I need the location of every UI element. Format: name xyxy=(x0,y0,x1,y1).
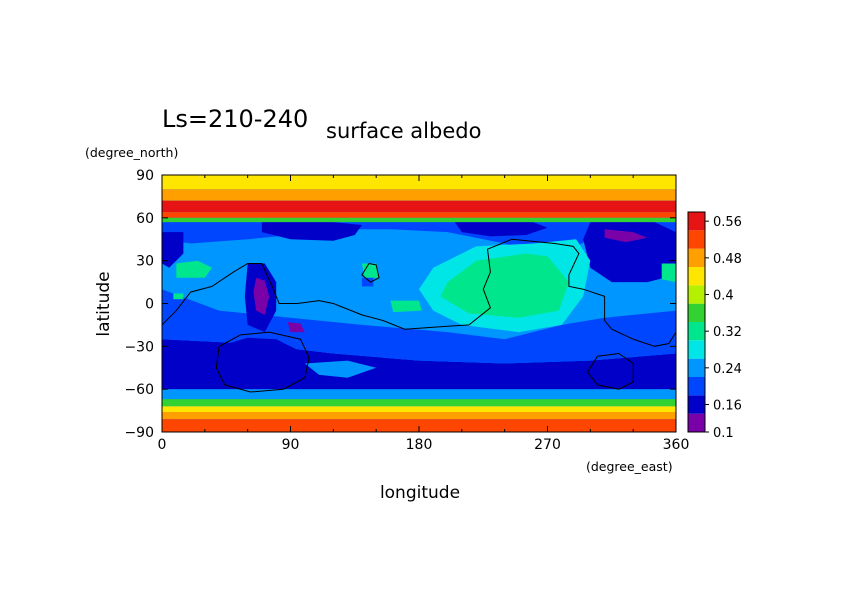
albedo-region-6 xyxy=(162,232,184,268)
x-tick-label: 90 xyxy=(282,437,300,453)
colorbar-frame xyxy=(687,211,706,433)
albedo-region-11 xyxy=(287,322,305,333)
albedo-region-9 xyxy=(253,277,270,315)
albedo-region-15 xyxy=(361,263,379,278)
colorbar-swatch xyxy=(688,248,705,267)
colorbar-swatch xyxy=(688,358,705,377)
albedo-region-8 xyxy=(216,337,305,390)
colorbar-tick-label: 0.4 xyxy=(713,289,734,304)
latitude-band-8 xyxy=(162,412,676,420)
colorbar-tick-label: 0.56 xyxy=(713,215,742,230)
x-tick-label: 0 xyxy=(158,437,167,453)
contour-line-2 xyxy=(361,263,380,283)
colorbar-swatch xyxy=(688,322,705,341)
colorbar-swatch xyxy=(688,230,705,249)
contour-line-1 xyxy=(215,331,310,393)
albedo-region-13 xyxy=(440,253,569,318)
x-tick-label: 360 xyxy=(663,437,690,453)
albedo-region-20 xyxy=(304,360,377,378)
colorbar-tick-label: 0.16 xyxy=(713,399,742,414)
colorbar: 0.1 0.16 0.24 0.32 0.4 0.48 0.56 xyxy=(687,211,742,441)
colorbar-swatch xyxy=(688,413,705,432)
colorbar-tick-label: 0.1 xyxy=(713,426,734,441)
latitude-band-5 xyxy=(162,389,676,400)
colorbar-swatch xyxy=(688,395,705,414)
y-tick-label: 60 xyxy=(136,211,154,227)
colorbar-tick-label: 0.24 xyxy=(713,362,742,377)
colorbar-swatch xyxy=(688,340,705,359)
colorbar-tick-label: 0.48 xyxy=(713,252,742,267)
y-tick-label: 0 xyxy=(145,297,154,313)
colorbar-swatch xyxy=(688,377,705,396)
x-tick-label: 270 xyxy=(534,437,561,453)
colorbar-swatch xyxy=(688,285,705,304)
plot-area xyxy=(162,175,676,432)
latitude-band-1 xyxy=(162,189,676,201)
y-axis: 90 60 30 0 −30 −60 −90 xyxy=(124,168,676,441)
x-axis-unit: (degree_east) xyxy=(586,459,673,474)
y-tick-label: −30 xyxy=(124,339,154,355)
y-tick-label: −90 xyxy=(124,425,154,441)
chart-subtitle: surface albedo xyxy=(326,119,481,143)
albedo-region-16 xyxy=(390,300,422,313)
y-axis-unit: (degree_north) xyxy=(85,145,178,160)
latitude-band-7 xyxy=(162,406,676,413)
albedo-region-4 xyxy=(261,222,362,241)
albedo-region-17 xyxy=(661,263,676,283)
contour-lines xyxy=(162,238,676,393)
contour-line-0 xyxy=(162,238,676,347)
albedo-region-18 xyxy=(173,293,184,300)
albedo-region-10 xyxy=(604,229,648,243)
x-tick-label: 180 xyxy=(406,437,433,453)
y-tick-label: 90 xyxy=(136,168,154,184)
colorbar-swatch xyxy=(688,267,705,286)
albedo-region-1 xyxy=(162,289,676,364)
albedo-region-19 xyxy=(361,277,374,287)
colorbar-tick-label: 0.32 xyxy=(713,325,742,340)
x-axis-label: longitude xyxy=(380,483,460,503)
contour-line-3 xyxy=(586,352,634,390)
y-tick-label: 30 xyxy=(136,254,154,270)
latitude-band-3 xyxy=(162,212,676,218)
albedo-region-5 xyxy=(454,222,548,237)
chart-title: Ls=210-240 xyxy=(162,105,308,133)
y-axis-label: latitude xyxy=(94,271,114,336)
albedo-region-14 xyxy=(176,260,212,278)
colorbar-swatch xyxy=(688,212,705,231)
x-axis: 0 90 180 270 360 xyxy=(158,175,690,453)
latitude-band-6 xyxy=(162,399,676,407)
latitude-band-4 xyxy=(162,217,676,223)
latitude-band-2 xyxy=(162,200,676,213)
colorbar-swatch xyxy=(688,303,705,322)
y-tick-label: −60 xyxy=(124,382,154,398)
